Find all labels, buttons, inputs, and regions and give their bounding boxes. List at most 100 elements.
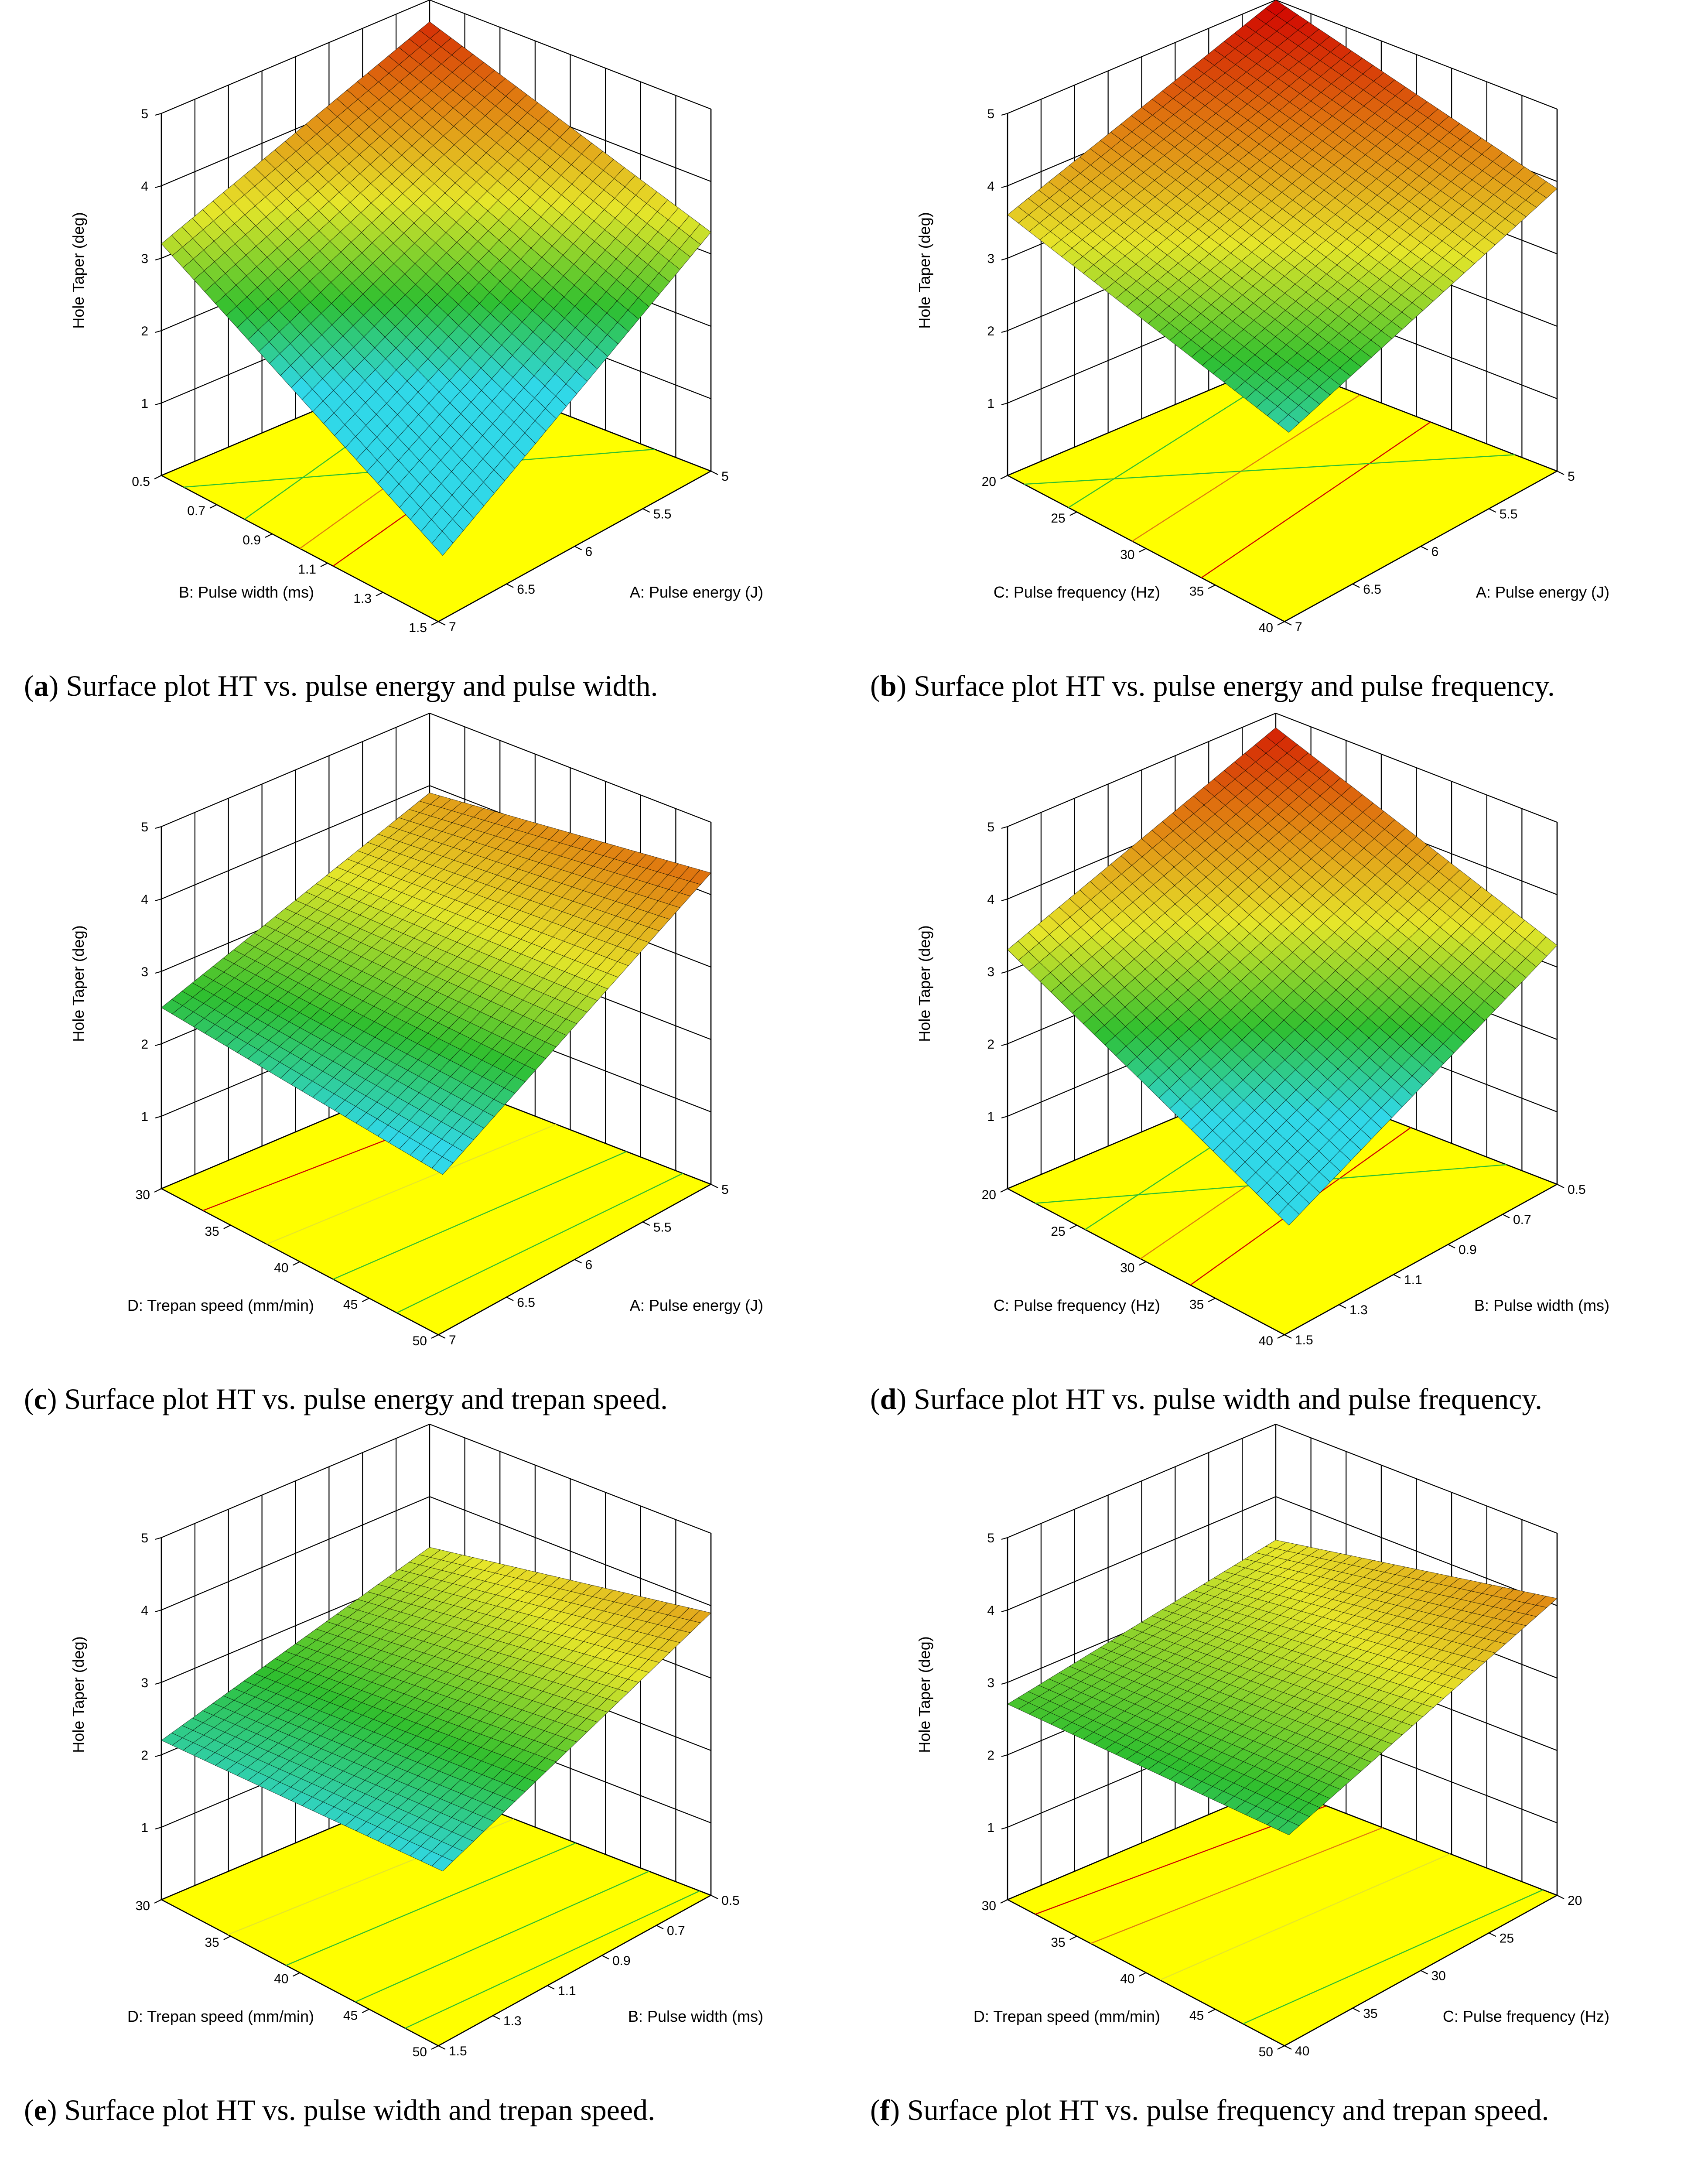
z-tick xyxy=(155,898,162,902)
x-tick-label: 45 xyxy=(1189,2008,1204,2023)
z-tick-label: 4 xyxy=(987,179,994,194)
panel-a: 5 4 3 2 1 Hole Taper (deg) 0.5 0.7 0.9 1.1 1.3 1.5 B… xyxy=(24,0,763,702)
z-tick xyxy=(155,971,162,974)
z-tick xyxy=(1001,1826,1008,1830)
y-tick xyxy=(1421,1970,1428,1975)
wall-gridline xyxy=(161,1496,711,1611)
y-tick xyxy=(1557,1895,1565,1899)
contour-line xyxy=(1024,454,1515,485)
x-tick-label: 50 xyxy=(413,1334,427,1348)
x-tick xyxy=(1000,475,1008,479)
x-tick xyxy=(1000,1899,1008,1904)
x-tick-label: 1.5 xyxy=(409,621,427,635)
z-tick-label: 4 xyxy=(141,179,148,194)
x-tick-label: 40 xyxy=(1259,1334,1273,1348)
y-tick xyxy=(711,1184,718,1188)
y-tick xyxy=(438,1334,446,1339)
z-tick xyxy=(155,330,162,333)
contour-line xyxy=(1201,421,1431,578)
y-tick-label: 7 xyxy=(1295,620,1302,634)
response-surface xyxy=(161,793,711,1175)
z-tick-label: 1 xyxy=(987,1821,994,1835)
response-surface xyxy=(1007,0,1558,433)
contour-line xyxy=(333,1151,627,1280)
y-tick xyxy=(1393,1274,1401,1278)
z-tick-label: 3 xyxy=(141,965,148,979)
x-tick xyxy=(154,475,162,479)
y-tick-label: 0.9 xyxy=(612,1954,631,1968)
caption-letter: e xyxy=(34,2093,47,2126)
z-tick xyxy=(155,257,162,261)
z-tick xyxy=(155,185,162,188)
panel-caption: (c) Surface plot HT vs. pulse energy and… xyxy=(24,1382,668,1415)
y-tick-label: 40 xyxy=(1295,2044,1309,2058)
x-tick xyxy=(320,563,328,567)
wall-gridline xyxy=(161,712,711,827)
z-tick-label: 3 xyxy=(141,1676,148,1690)
x-tick-label: 35 xyxy=(1189,584,1204,598)
y-axis-title: A: Pulse energy (J) xyxy=(630,1296,763,1314)
z-axis-title: Hole Taper (deg) xyxy=(69,925,87,1042)
panel-caption: (f) Surface plot HT vs. pulse frequency … xyxy=(870,2093,1549,2126)
x-axis-title: C: Pulse frequency (Hz) xyxy=(994,1296,1160,1314)
z-tick xyxy=(1001,1754,1008,1757)
x-tick-label: 35 xyxy=(1051,1935,1065,1950)
z-axis-title: Hole Taper (deg) xyxy=(69,1636,87,1753)
z-tick-label: 2 xyxy=(987,1748,994,1763)
z-axis-title: Hole Taper (deg) xyxy=(69,212,87,329)
wall-gridline xyxy=(161,0,711,114)
y-tick-label: 30 xyxy=(1431,1969,1446,1983)
x-axis-title: C: Pulse frequency (Hz) xyxy=(994,583,1160,601)
z-tick-label: 4 xyxy=(987,1603,994,1618)
z-tick-label: 5 xyxy=(987,1531,994,1545)
x-tick xyxy=(1208,2009,1216,2013)
x-tick xyxy=(209,504,217,509)
x-tick-label: 0.5 xyxy=(132,475,150,489)
y-tick xyxy=(642,508,650,513)
wall-gridline xyxy=(1007,0,1558,114)
x-tick-label: 1.1 xyxy=(298,562,316,577)
z-tick-label: 2 xyxy=(141,1037,148,1052)
z-tick-label: 1 xyxy=(141,1110,148,1124)
x-tick xyxy=(431,2045,439,2050)
contour-line xyxy=(405,1890,700,2029)
x-tick xyxy=(1069,1224,1077,1229)
x-tick xyxy=(1208,1298,1216,1302)
y-tick-label: 7 xyxy=(449,1333,456,1347)
x-tick xyxy=(362,2009,369,2013)
response-surface xyxy=(1007,727,1558,1226)
y-tick xyxy=(1339,1304,1346,1309)
panel-c: 5 4 3 2 1 Hole Taper (deg) 30 35 40 45 50 D: Trepan… xyxy=(24,712,763,1415)
x-tick xyxy=(1069,1935,1077,1940)
z-tick-label: 2 xyxy=(141,324,148,338)
y-tick xyxy=(506,1296,514,1301)
x-tick-label: 30 xyxy=(136,1188,150,1202)
y-tick xyxy=(1284,621,1292,626)
x-tick-label: 0.9 xyxy=(243,533,261,547)
y-tick xyxy=(1557,471,1565,475)
z-tick-label: 3 xyxy=(987,252,994,266)
z-tick xyxy=(1001,1609,1008,1613)
surface-facet xyxy=(431,1856,454,1872)
z-tick-label: 5 xyxy=(141,820,148,834)
x-tick xyxy=(223,1935,231,1940)
wall-gridline xyxy=(1007,1496,1558,1611)
x-tick xyxy=(223,1224,231,1229)
surface-facet xyxy=(431,531,454,556)
y-tick xyxy=(438,2045,446,2050)
y-tick xyxy=(492,2015,500,2020)
z-tick xyxy=(1001,898,1008,902)
x-axis-title: B: Pulse width (ms) xyxy=(179,583,314,601)
y-tick-label: 7 xyxy=(449,620,456,634)
panel-b: 5 4 3 2 1 Hole Taper (deg) 20 25 30 35 40 C: Pulse … xyxy=(870,0,1609,702)
y-tick-label: 6 xyxy=(585,545,593,559)
y-tick-label: 25 xyxy=(1500,1931,1514,1945)
z-tick-label: 3 xyxy=(987,965,994,979)
contour-line xyxy=(396,1173,683,1313)
x-tick xyxy=(265,533,273,538)
caption-letter: f xyxy=(880,2093,891,2126)
x-tick xyxy=(1277,2045,1285,2050)
response-surface xyxy=(161,1547,711,1872)
x-tick-label: 35 xyxy=(205,1224,219,1239)
caption-text: ) Surface plot HT vs. pulse energy and p… xyxy=(49,669,658,702)
